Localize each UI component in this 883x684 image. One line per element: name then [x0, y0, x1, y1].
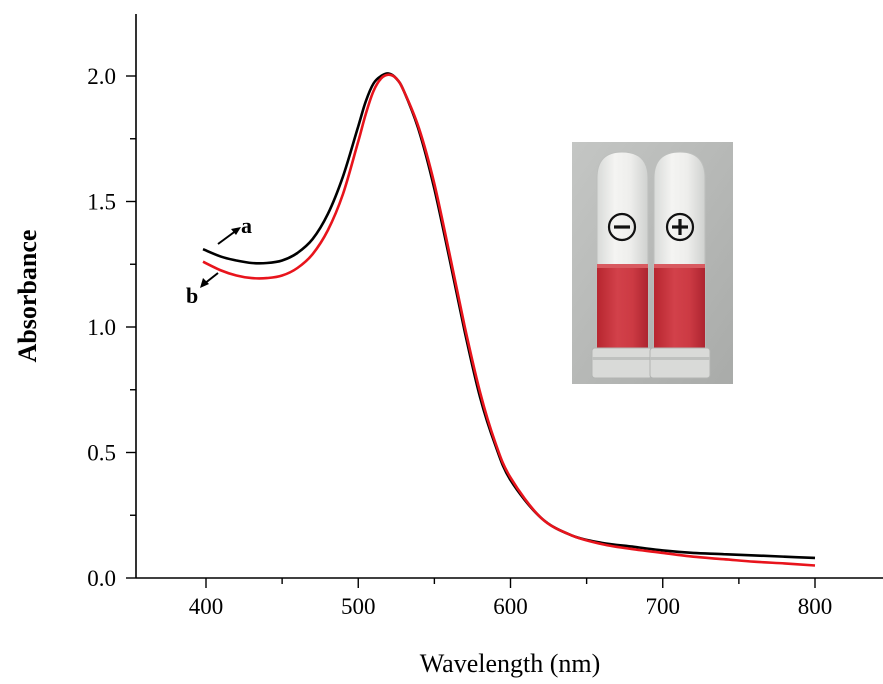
x-axis-ticks: 400 500 600 700 800: [189, 578, 833, 619]
label-b-arrowhead: [200, 278, 209, 288]
y-tick-label: 0.0: [87, 566, 116, 591]
x-tick-label: 700: [646, 594, 681, 619]
x-axis-title: Wavelength (nm): [420, 649, 601, 678]
curve-annotations: a b: [186, 213, 252, 308]
tube-left-liquid: [597, 266, 648, 348]
tube-left: [591, 151, 653, 379]
label-a: a: [241, 213, 252, 238]
y-tick-label: 2.0: [87, 64, 116, 89]
y-tick-label: 1.0: [87, 315, 116, 340]
series-group: [202, 72, 816, 567]
label-a-arrowhead: [231, 227, 241, 235]
label-b: b: [186, 283, 198, 308]
y-axis-title: Absorbance: [13, 230, 42, 363]
series-line-b: [202, 73, 816, 567]
x-tick-label: 600: [493, 594, 528, 619]
x-tick-label: 400: [189, 594, 224, 619]
y-axis-ticks: 0.0 0.5 1.0 1.5 2.0: [87, 64, 136, 591]
x-tick-label: 800: [798, 594, 833, 619]
tube-right: [649, 151, 711, 379]
tube-right-liquid: [654, 266, 705, 348]
inset-photo: [572, 142, 733, 384]
minus-icon: [607, 212, 637, 242]
plus-icon: [665, 212, 695, 242]
y-tick-label: 1.5: [87, 190, 116, 215]
axes: [135, 14, 883, 579]
x-tick-label: 500: [341, 594, 376, 619]
y-tick-label: 0.5: [87, 441, 116, 466]
